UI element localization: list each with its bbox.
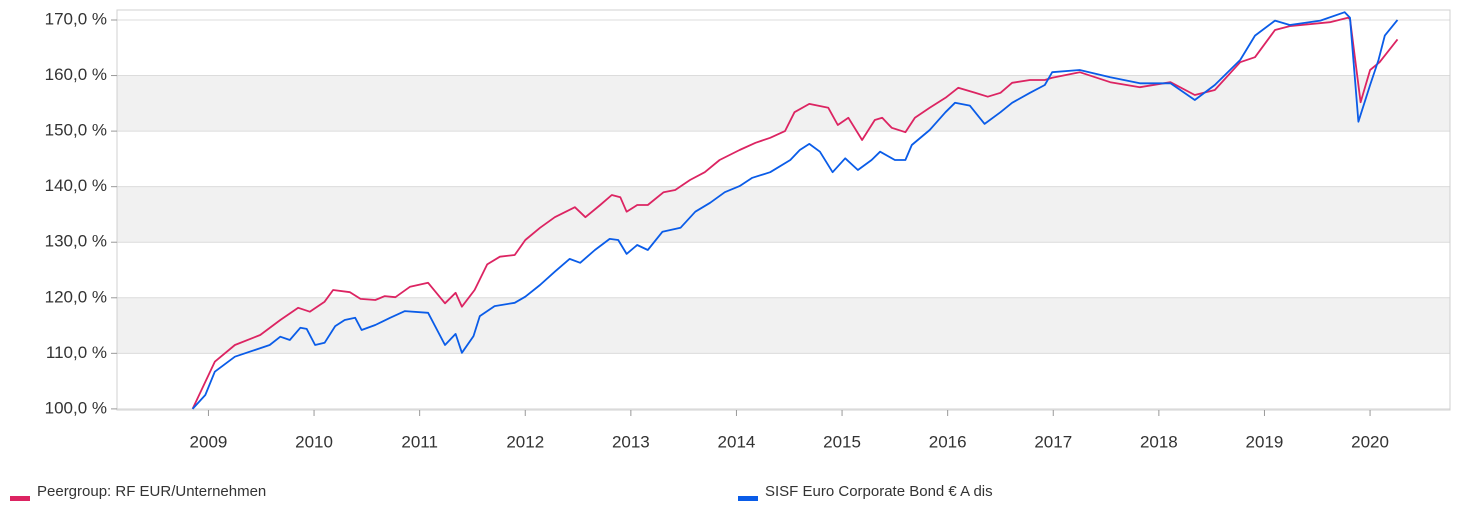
legend-label: SISF Euro Corporate Bond € A dis — [765, 483, 993, 500]
x-tick-label: 2017 — [1034, 432, 1072, 451]
y-tick-label: 150,0 % — [45, 121, 107, 140]
grid-band — [117, 75, 1450, 132]
x-tick-label: 2015 — [823, 432, 861, 451]
y-tick-label: 130,0 % — [45, 232, 107, 251]
y-tick-label: 100,0 % — [45, 398, 107, 417]
grid-band — [117, 297, 1450, 354]
x-tick-label: 2010 — [295, 432, 333, 451]
y-tick-label: 120,0 % — [45, 287, 107, 306]
y-tick-label: 140,0 % — [45, 176, 107, 195]
x-tick-label: 2019 — [1246, 432, 1284, 451]
x-tick-label: 2016 — [929, 432, 967, 451]
x-tick-label: 2013 — [612, 432, 650, 451]
x-tick-label: 2014 — [718, 432, 756, 451]
x-tick-label: 2012 — [506, 432, 544, 451]
x-tick-label: 2020 — [1351, 432, 1389, 451]
y-tick-label: 110,0 % — [46, 343, 107, 362]
legend-swatch — [10, 496, 30, 501]
x-tick-label: 2018 — [1140, 432, 1178, 451]
grid-bands — [117, 75, 1450, 354]
x-tick-label: 2009 — [190, 432, 228, 451]
y-tick-label: 160,0 % — [45, 65, 107, 84]
legend-label: Peergroup: RF EUR/Unternehmen — [37, 483, 266, 500]
lines — [191, 11, 1399, 410]
grid-band — [117, 186, 1450, 243]
series-line — [191, 11, 1399, 410]
axes: 100,0 % 110,0 % 120,0 % 130,0 % 140,0 % 150,0… — [45, 9, 1389, 451]
plot-frame — [116, 9, 1451, 411]
legend: Peergroup: RF EUR/Unternehmen SISF Euro C… — [10, 483, 993, 501]
y-tick-label: 170,0 % — [45, 9, 107, 28]
x-tick-label: 2011 — [401, 432, 438, 451]
legend-swatch — [738, 496, 758, 501]
